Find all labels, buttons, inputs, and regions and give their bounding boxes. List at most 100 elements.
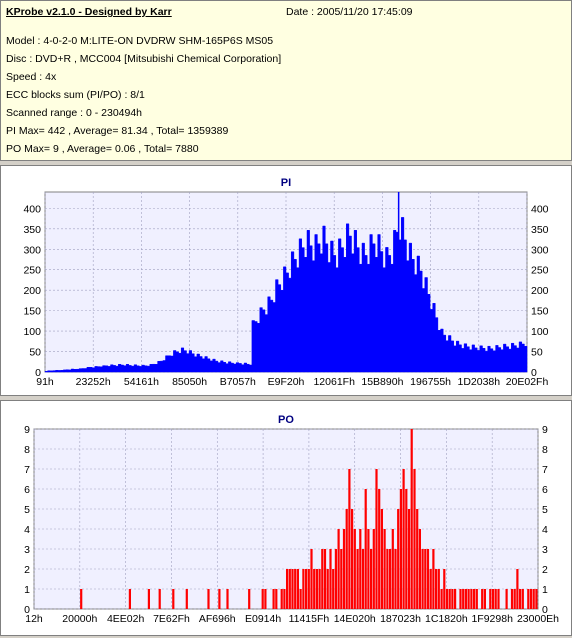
ecc-line: ECC blocks sum (PI/PO) : 8/1 (6, 89, 145, 101)
po-bar (226, 589, 229, 609)
po-bar (315, 569, 318, 609)
pi-xtick: 85050h (172, 376, 207, 388)
range-line: Scanned range : 0 - 230494h (6, 107, 143, 119)
po-bar (310, 549, 313, 609)
po-bar (342, 529, 346, 609)
po-bar (378, 489, 381, 609)
speed-line: Speed : 4x (6, 71, 57, 83)
po-ytick-right: 5 (542, 504, 548, 516)
po-xtick: 187023h (380, 613, 421, 625)
po-bar (348, 469, 351, 609)
po-bar (405, 489, 408, 609)
po-bar (494, 589, 497, 609)
po-bar (340, 549, 343, 609)
po-bar (380, 509, 383, 609)
pi-ytick-left: 150 (23, 306, 41, 318)
po-xtick: 12h (25, 613, 43, 625)
po-bar (413, 469, 416, 609)
po-bar (288, 569, 291, 609)
po-bar (426, 549, 430, 609)
po-bar (399, 489, 402, 609)
pi-ytick-right: 0 (531, 367, 537, 379)
po-bar (510, 589, 514, 609)
po-bar (334, 549, 337, 609)
scan-date: Date : 2005/11/20 17:45:09 (286, 6, 413, 18)
po-bar (305, 569, 308, 609)
pi-xtick: 23252h (76, 376, 111, 388)
po-ytick-right: 0 (542, 604, 548, 616)
po-ytick-left: 6 (24, 484, 30, 496)
po-xtick: 11415Fh (289, 613, 330, 625)
po-bar (372, 529, 375, 609)
po-chart-panel: PO 0 0 1 1 2 2 3 3 4 4 5 5 6 6 7 7 8 8 9 9 12h 20000h 4EE02h 7E6… (0, 400, 572, 636)
pi-xtick: 1D2038h (457, 376, 500, 388)
po-bar (318, 569, 321, 609)
po-bar (158, 589, 161, 609)
pi-chart-panel: PI 0 0 50 50 100 100 150 150 200 200 250 250 300 300 35… (0, 165, 572, 396)
po-bar (481, 589, 484, 609)
po-bar (275, 589, 278, 609)
po-bar (332, 569, 335, 609)
pi-xtick: 20E02Fh (506, 376, 549, 388)
po-bar (429, 569, 432, 609)
disc-line: Disc : DVD+R , MCC004 [Mitsubishi Chemic… (6, 53, 282, 65)
pi-ytick-right: 350 (531, 224, 549, 236)
po-ytick-left: 0 (24, 604, 30, 616)
pi-ytick-left: 300 (23, 244, 41, 256)
po-bar (367, 529, 370, 609)
pi-ytick-right: 200 (531, 285, 549, 297)
po-bar (283, 589, 286, 609)
pi-ytick-left: 250 (23, 265, 41, 277)
pi-ytick-left: 50 (29, 347, 41, 359)
po-bar (535, 589, 538, 609)
po-bar (532, 589, 535, 609)
po-bar (207, 589, 210, 609)
pi-ytick-right: 150 (531, 306, 549, 318)
po-bar (337, 529, 340, 609)
po-bar (440, 589, 443, 609)
pi-ytick-right: 300 (531, 244, 549, 256)
po-bar (218, 589, 221, 609)
po-bar (516, 569, 519, 609)
pi-chart-title: PI (281, 177, 291, 189)
po-bar (386, 549, 389, 609)
pi-ytick-left: 400 (23, 203, 41, 215)
po-ytick-left: 1 (24, 584, 30, 596)
po-bar (391, 529, 394, 609)
po-ytick-left: 8 (24, 444, 30, 456)
po-bar (323, 549, 327, 609)
model-line: Model : 4-0-2-0 M:LITE-ON DVDRW SHM-165P… (6, 35, 274, 47)
pi-ytick-right: 50 (531, 347, 543, 359)
po-xtick: 1C1820h (425, 613, 468, 625)
po-bar (353, 529, 356, 609)
po-stats-line: PO Max= 9 , Average= 0.06 , Total= 7880 (6, 143, 199, 155)
po-bar (302, 569, 305, 609)
po-ytick-right: 3 (542, 544, 548, 556)
po-ytick-left: 9 (24, 424, 30, 436)
po-bar (473, 589, 476, 609)
po-bar (432, 549, 435, 609)
po-bar (389, 549, 392, 609)
po-ytick-left: 2 (24, 564, 30, 576)
po-bar (280, 589, 283, 609)
pi-xtick: 54161h (124, 376, 159, 388)
pi-xtick: 15B890h (361, 376, 403, 388)
po-ytick-left: 5 (24, 504, 30, 516)
po-bar (248, 589, 251, 609)
po-bar (424, 549, 427, 609)
po-xtick: 14E020h (334, 613, 376, 625)
pi-xtick: B7057h (220, 376, 256, 388)
po-ytick-right: 4 (542, 524, 548, 536)
po-ytick-left: 3 (24, 544, 30, 556)
po-bar (421, 549, 424, 609)
po-chart-title: PO (278, 414, 294, 426)
po-bar (326, 569, 329, 609)
pi-ytick-left: 350 (23, 224, 41, 236)
po-bar (437, 569, 440, 609)
po-bar (394, 549, 397, 609)
po-bar (521, 589, 524, 609)
po-bar (128, 589, 131, 609)
po-bar (462, 589, 465, 609)
po-bar (261, 589, 264, 609)
po-bar (489, 589, 492, 609)
